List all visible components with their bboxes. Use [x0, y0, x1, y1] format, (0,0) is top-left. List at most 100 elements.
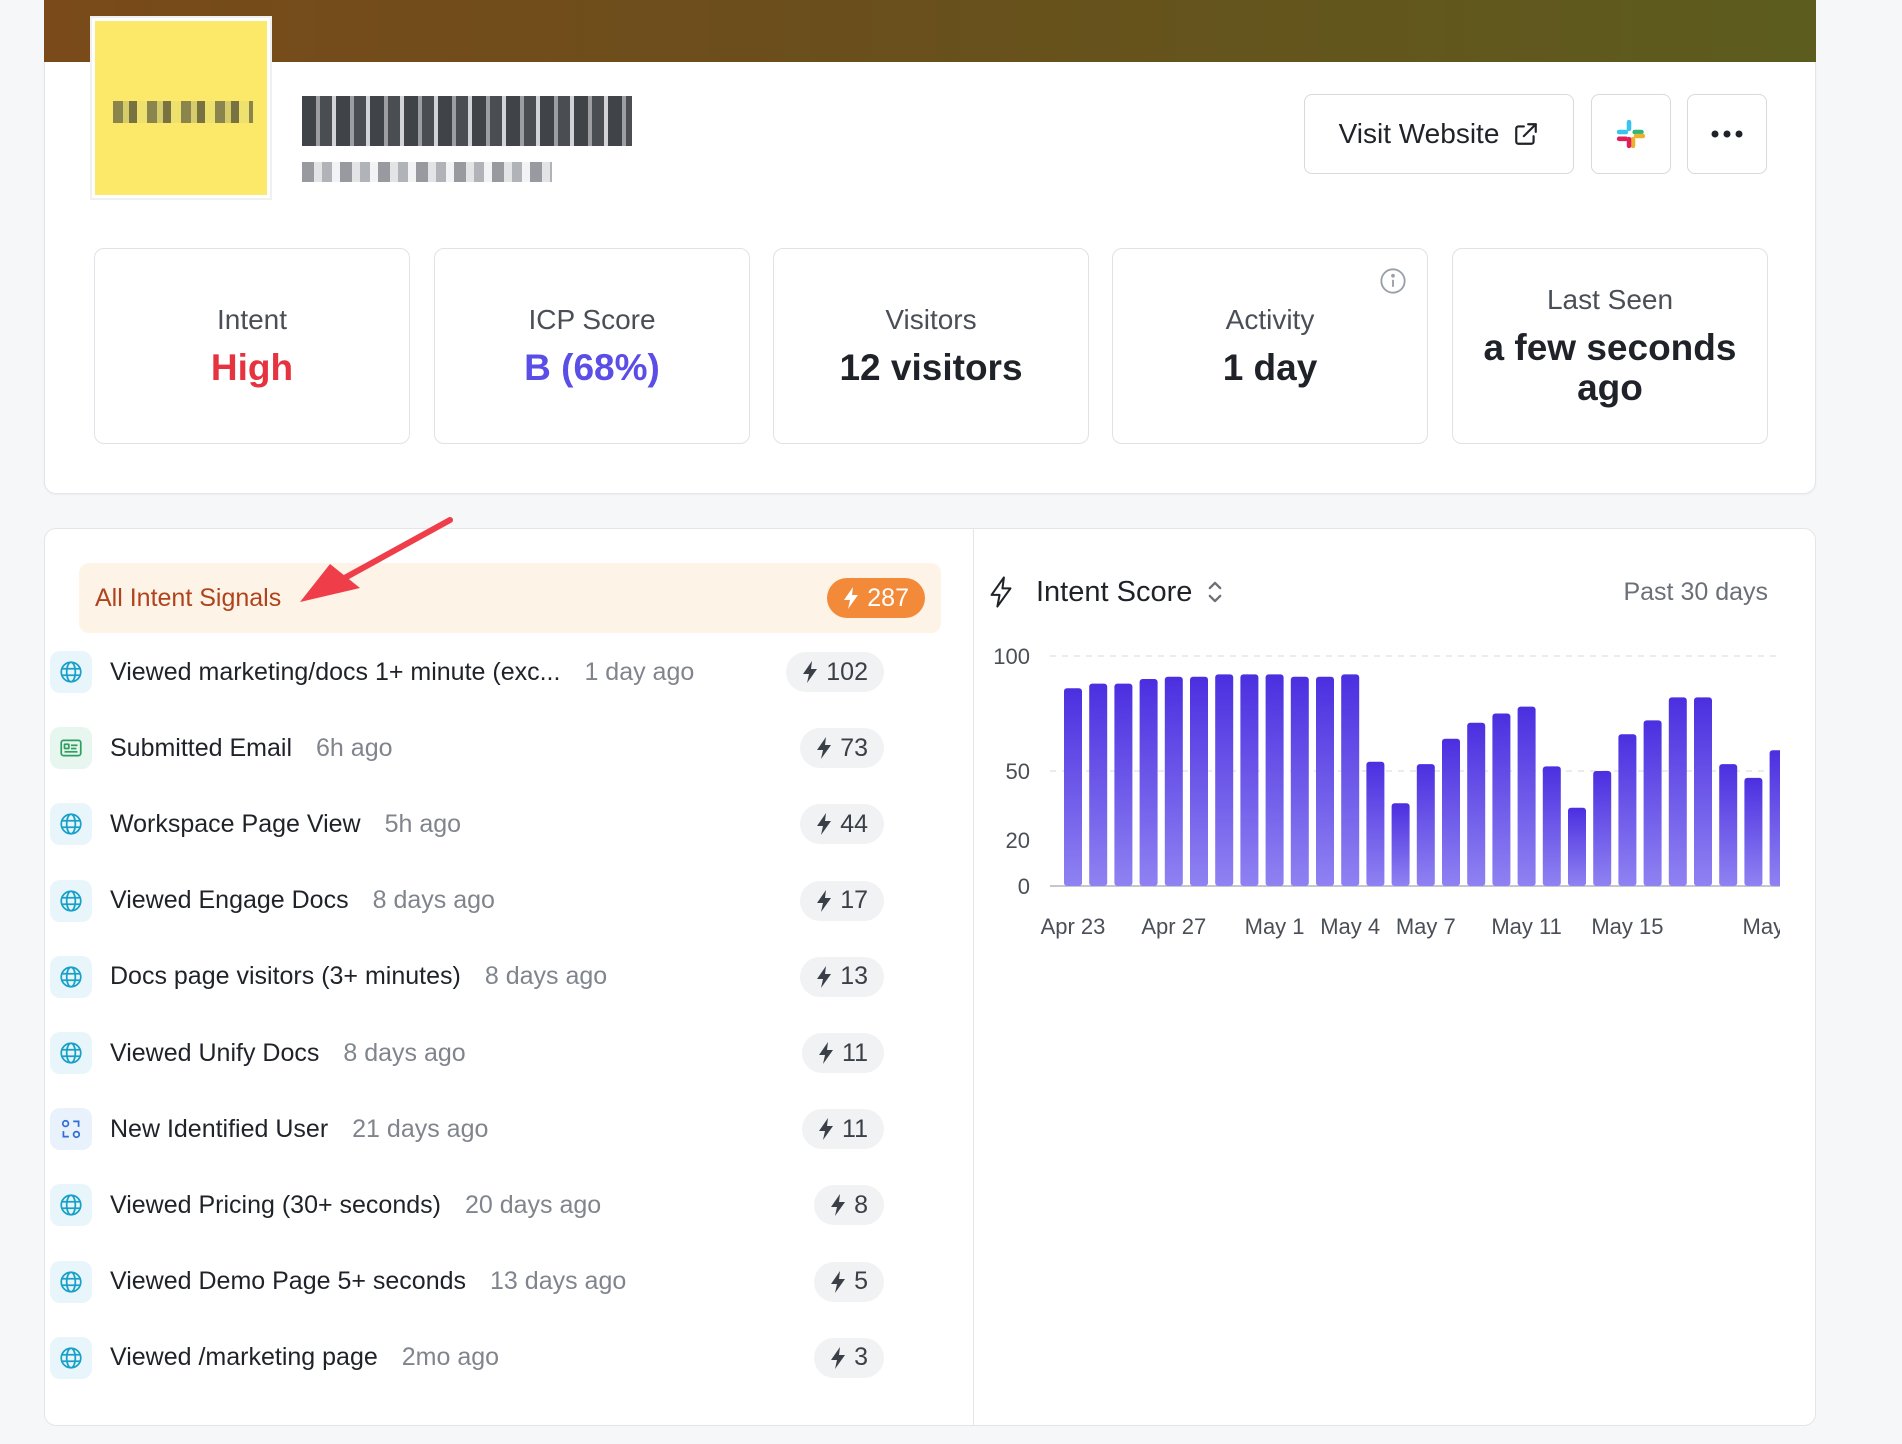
company-name-redacted	[302, 96, 632, 146]
chart-bar[interactable]	[1089, 683, 1108, 886]
chevron-up-down-icon[interactable]	[1204, 579, 1226, 605]
signal-row[interactable]: Workspace Page View 5h ago 44	[50, 794, 884, 854]
signal-score-badge: 102	[786, 652, 884, 692]
annotation-arrow	[300, 517, 453, 602]
globe-icon	[50, 1260, 92, 1303]
signal-score: 11	[842, 1038, 868, 1067]
chart-bar[interactable]	[1316, 676, 1334, 886]
visit-website-button[interactable]: Visit Website	[1304, 94, 1574, 174]
chart-bar[interactable]	[1668, 697, 1687, 886]
slack-button[interactable]	[1591, 94, 1671, 174]
company-domain-redacted	[302, 162, 552, 182]
panel-divider	[973, 529, 974, 1425]
bolt-icon	[817, 889, 832, 912]
logo-redacted	[113, 101, 253, 123]
signal-time: 5h ago	[384, 809, 462, 838]
x-tick-label: Apr 23	[1041, 914, 1106, 939]
signal-score: 102	[826, 657, 868, 686]
x-tick-label: May 15	[1591, 914, 1663, 939]
chart-bar[interactable]	[1643, 720, 1662, 886]
signal-score: 3	[854, 1343, 868, 1372]
x-tick-label: May 21	[1743, 914, 1780, 939]
icp-score-value: B (68%)	[524, 347, 660, 388]
y-tick-label: 100	[993, 644, 1030, 669]
all-signals-count: 287	[867, 583, 909, 612]
stat-intent: Intent High	[94, 248, 410, 444]
signal-row[interactable]: Viewed marketing/docs 1+ minute (exc... 1…	[50, 642, 884, 702]
chart-title[interactable]: Intent Score	[1036, 575, 1193, 608]
signal-name: Workspace Page View	[110, 809, 361, 838]
all-intent-signals-row[interactable]: All Intent Signals 287	[79, 563, 941, 633]
chart-bar[interactable]	[1290, 676, 1309, 886]
signal-row[interactable]: Viewed Unify Docs 8 days ago 11	[50, 1023, 884, 1083]
chart-bar[interactable]	[1064, 688, 1082, 886]
signal-score-badge: 13	[800, 956, 884, 997]
signal-time: 8 days ago	[343, 1038, 466, 1067]
y-tick-label: 50	[1006, 759, 1030, 784]
chart-bar[interactable]	[1391, 803, 1410, 886]
chart-bar[interactable]	[1542, 766, 1561, 886]
stat-visitors: Visitors 12 visitors	[773, 248, 1089, 444]
form-icon	[50, 727, 92, 770]
chart-bar[interactable]	[1593, 771, 1612, 886]
chart-bar[interactable]	[1769, 750, 1780, 886]
signal-score-badge: 11	[802, 1033, 884, 1073]
bolt-icon	[844, 587, 859, 609]
chart-bar[interactable]	[1114, 683, 1133, 886]
signal-name: Viewed /marketing page	[110, 1343, 378, 1372]
stat-last-seen: Last Seen a few seconds ago	[1452, 248, 1768, 444]
chart-bar[interactable]	[1442, 738, 1460, 886]
signal-time: 21 days ago	[352, 1114, 489, 1143]
signal-score-badge: 73	[800, 728, 884, 769]
chart-bar[interactable]	[1618, 734, 1637, 886]
chart-bar[interactable]	[1719, 764, 1738, 886]
chart-bar[interactable]	[1694, 697, 1712, 886]
x-tick-label: May 1	[1245, 914, 1305, 939]
signal-row[interactable]: New Identified User 21 days ago 11	[50, 1099, 884, 1159]
signal-time: 1 day ago	[584, 657, 695, 686]
chart-bar[interactable]	[1265, 674, 1284, 886]
signal-row[interactable]: Viewed /marketing page 2mo ago 3	[50, 1328, 884, 1388]
signal-row[interactable]: Viewed Demo Page 5+ seconds 13 days ago 5	[50, 1252, 884, 1312]
signal-row[interactable]: Submitted Email 6h ago 73	[50, 718, 884, 778]
chart-bar[interactable]	[1190, 676, 1208, 886]
globe-icon	[50, 955, 92, 998]
chart-bar[interactable]	[1568, 807, 1586, 886]
signal-score-badge: 17	[800, 880, 884, 921]
signal-time: 13 days ago	[490, 1267, 627, 1296]
chart-bar[interactable]	[1341, 674, 1360, 886]
signal-name: Viewed Demo Page 5+ seconds	[110, 1267, 467, 1296]
signal-row[interactable]: Viewed Pricing (30+ seconds) 20 days ago 8	[50, 1175, 884, 1235]
chart-header: Intent Score Past 30 days	[988, 570, 1768, 614]
signal-name: Viewed Unify Docs	[110, 1038, 320, 1067]
info-icon[interactable]	[1379, 267, 1407, 295]
globe-icon	[50, 1184, 92, 1227]
chart-bar[interactable]	[1492, 713, 1511, 887]
all-signals-score-badge: 287	[827, 578, 925, 618]
globe-icon	[50, 1336, 92, 1379]
stat-label: ICP Score	[528, 304, 656, 335]
chart-bar[interactable]	[1215, 674, 1234, 886]
chart-bar[interactable]	[1366, 761, 1385, 886]
x-tick-label: May 4	[1320, 914, 1380, 939]
user-switch-icon	[50, 1108, 92, 1151]
chart-bar[interactable]	[1744, 777, 1763, 886]
chart-bar[interactable]	[1416, 764, 1435, 886]
chart-bar[interactable]	[1467, 722, 1486, 886]
signal-score: 8	[854, 1190, 868, 1219]
more-options-button[interactable]	[1687, 94, 1767, 174]
external-link-icon	[1515, 123, 1538, 145]
signal-row[interactable]: Docs page visitors (3+ minutes) 8 days ag…	[50, 947, 884, 1007]
bolt-icon	[831, 1270, 846, 1293]
globe-icon	[50, 651, 92, 693]
chart-bar[interactable]	[1517, 706, 1536, 886]
stat-label: Last Seen	[1546, 284, 1674, 315]
stat-icp-score: ICP Score B (68%)	[434, 248, 750, 444]
signal-score: 73	[840, 733, 868, 762]
signal-time: 8 days ago	[484, 962, 608, 991]
chart-bar[interactable]	[1240, 674, 1259, 886]
slack-icon	[1616, 119, 1646, 149]
chart-bar[interactable]	[1139, 679, 1158, 886]
chart-bar[interactable]	[1164, 676, 1183, 886]
signal-row[interactable]: Viewed Engage Docs 8 days ago 17	[50, 871, 884, 931]
